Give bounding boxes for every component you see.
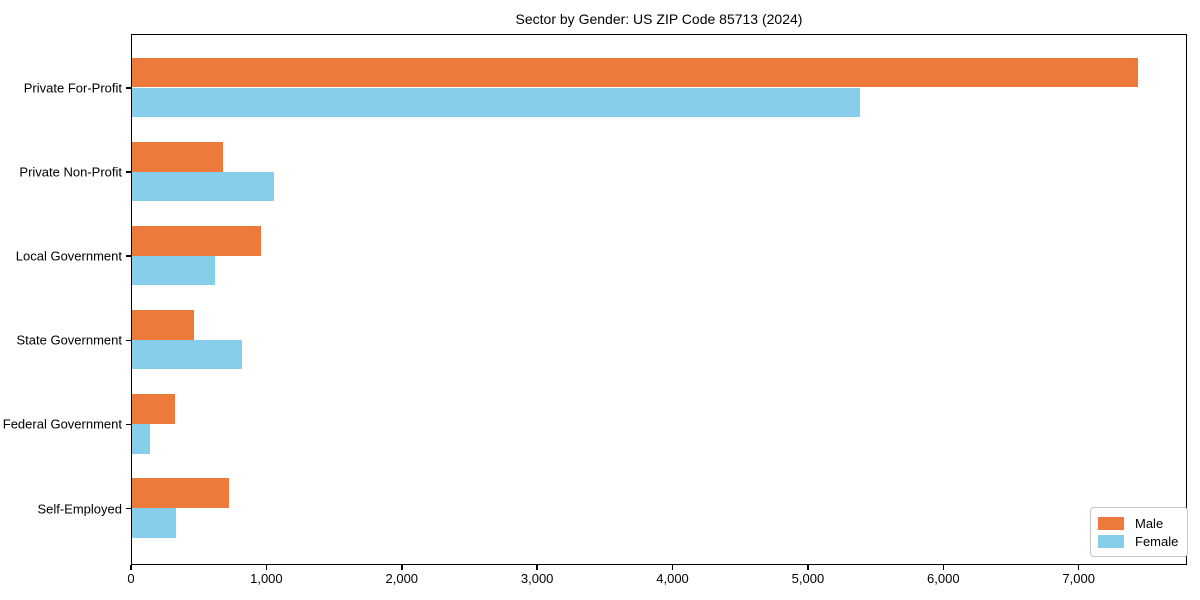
x-tick-label-5000: 5,000 bbox=[791, 571, 825, 586]
x-tick-mark bbox=[536, 565, 538, 570]
x-tick-mark bbox=[401, 565, 403, 570]
bar-female-private-for-profit bbox=[132, 87, 861, 118]
x-tick-mark bbox=[1077, 565, 1080, 570]
x-tick-mark bbox=[942, 565, 945, 570]
x-tick-label-3000: 3,000 bbox=[520, 571, 554, 586]
bar-female-state-government bbox=[132, 339, 243, 370]
bar-male-federal-government bbox=[132, 394, 176, 424]
y-axis-label-state-government: State Government bbox=[16, 332, 123, 348]
chart-title: Sector by Gender: US ZIP Code 85713 (202… bbox=[515, 11, 803, 27]
bar-female-local-government bbox=[132, 255, 216, 286]
y-axis-label-self-employed: Self-Employed bbox=[37, 501, 122, 516]
x-tick-mark bbox=[265, 565, 268, 570]
bar-female-federal-government bbox=[132, 423, 151, 454]
y-tick-mark bbox=[126, 339, 131, 342]
x-tick-label-6000: 6,000 bbox=[927, 571, 960, 586]
x-tick-label-7000: 7,000 bbox=[1062, 571, 1095, 586]
x-tick-label-1000: 1,000 bbox=[250, 571, 283, 586]
y-axis-label-local-government: Local Government bbox=[15, 248, 122, 264]
x-tick-mark bbox=[807, 565, 809, 570]
y-axis-label-private-for-profit: Private For-Profit bbox=[23, 80, 122, 96]
legend-label-male: Male bbox=[1135, 515, 1164, 531]
y-tick-mark bbox=[126, 87, 131, 89]
bar-female-private-non-profit bbox=[132, 171, 275, 202]
y-tick-mark bbox=[126, 507, 131, 510]
bar-male-self-employed bbox=[132, 478, 230, 508]
x-tick-label-0: 0 bbox=[127, 571, 135, 586]
legend-item-male: Male bbox=[1098, 514, 1178, 532]
x-tick-label-4000: 4,000 bbox=[656, 571, 689, 586]
legend: Male Female bbox=[1090, 507, 1189, 557]
legend-swatch-male bbox=[1098, 516, 1124, 530]
y-axis-label-federal-government: Federal Government bbox=[2, 416, 122, 432]
bar-female-self-employed bbox=[132, 508, 176, 538]
x-tick-label-2000: 2,000 bbox=[385, 571, 419, 586]
bar-male-private-for-profit bbox=[132, 57, 1138, 88]
y-tick-mark bbox=[126, 423, 131, 426]
x-tick-mark bbox=[130, 565, 132, 570]
y-tick-mark bbox=[126, 255, 131, 257]
plot-area bbox=[131, 34, 1187, 565]
bar-male-local-government bbox=[132, 226, 262, 256]
legend-swatch-female bbox=[1098, 534, 1124, 548]
legend-label-female: Female bbox=[1135, 533, 1179, 549]
bar-male-private-non-profit bbox=[132, 141, 224, 172]
legend-item-female: Female bbox=[1098, 532, 1178, 550]
y-tick-mark bbox=[126, 171, 131, 173]
bar-male-state-government bbox=[132, 310, 195, 340]
x-tick-mark bbox=[671, 565, 674, 570]
y-axis-label-private-non-profit: Private Non-Profit bbox=[19, 164, 122, 180]
